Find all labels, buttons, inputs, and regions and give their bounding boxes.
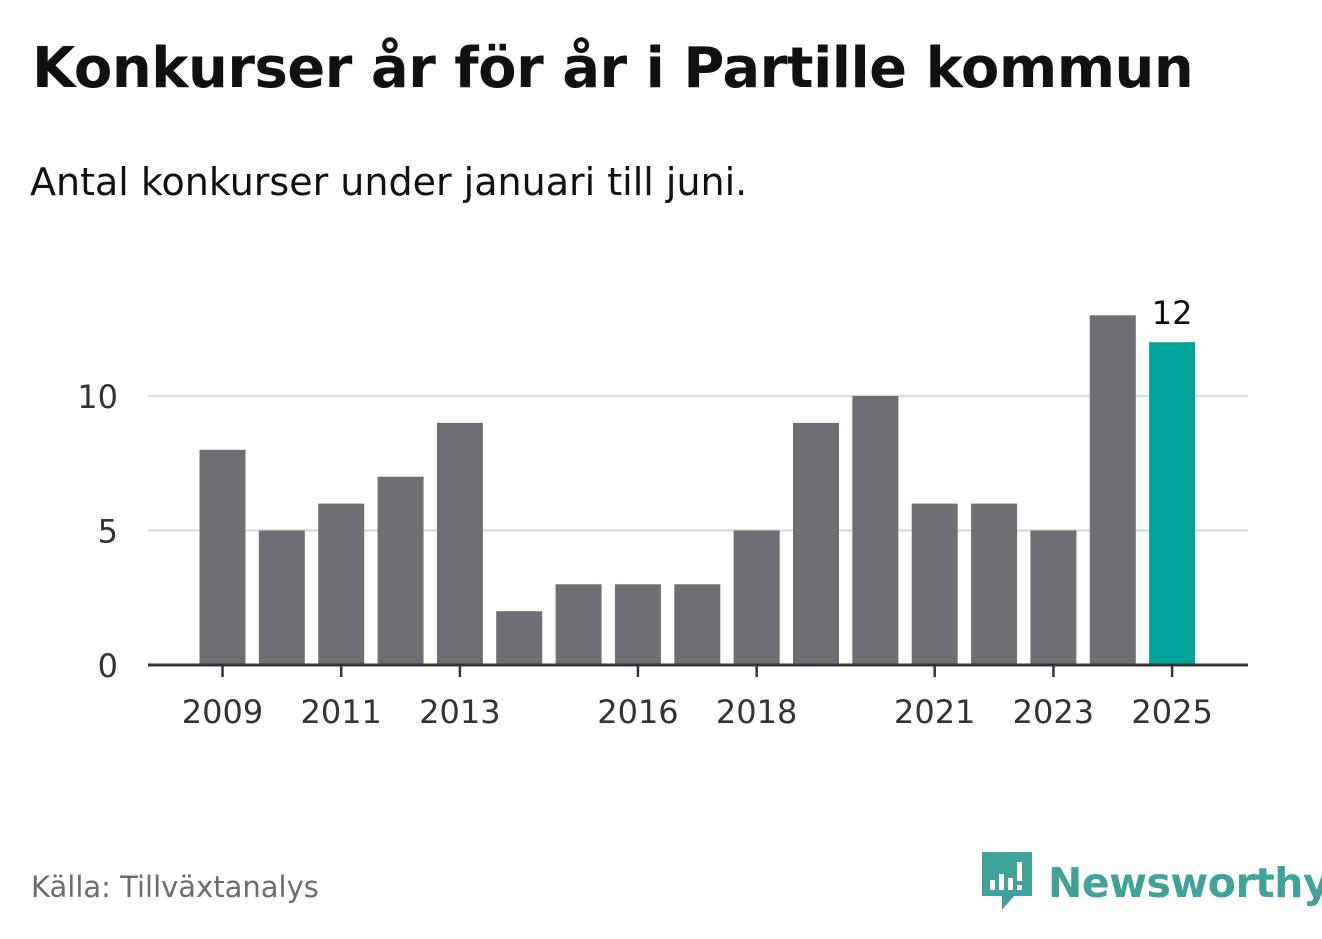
y-tick-label: 0 <box>98 647 118 685</box>
bar-2023 <box>1030 530 1077 665</box>
brand-name: Newsworthy <box>1048 859 1322 907</box>
newsworthy-logo-icon <box>980 850 1034 916</box>
brand-logo: Newsworthy <box>980 850 1322 916</box>
bar-2011 <box>318 503 365 665</box>
x-tick-label: 2023 <box>1013 693 1094 731</box>
y-tick-label: 10 <box>77 378 118 416</box>
x-tick-label: 2013 <box>419 693 500 731</box>
bar-2022 <box>971 503 1018 665</box>
bar-2019 <box>793 422 839 665</box>
chart-title: Konkurser år för år i Partille kommun <box>32 36 1194 101</box>
x-tick-label: 2009 <box>182 693 263 731</box>
x-tick-label: 2011 <box>300 693 381 731</box>
bar-2010 <box>258 530 305 665</box>
source-note: Källa: Tillväxtanalys <box>31 870 319 904</box>
bar-2018 <box>733 530 780 665</box>
x-tick-label: 2025 <box>1131 693 1212 731</box>
labels: 0 5 10 2009 2011 2013 2016 2018 2021 2023 2025 12 <box>77 294 1213 731</box>
bar-2015 <box>555 584 602 665</box>
bar-2009 <box>199 449 246 665</box>
bar-2012 <box>377 476 424 665</box>
axes <box>148 663 1248 677</box>
bar-2017 <box>674 584 721 665</box>
y-tick-label: 5 <box>98 513 118 551</box>
bar-chart: 0 5 10 2009 2011 2013 2016 2018 2021 2023 2025 12 <box>77 294 1248 731</box>
bars <box>199 315 1196 665</box>
bar-2016 <box>614 584 661 665</box>
bar-2025 <box>1149 342 1196 665</box>
bar-2013 <box>436 422 483 665</box>
bar-2020 <box>852 396 899 665</box>
bar-2014 <box>496 611 543 665</box>
data-label: 12 <box>1152 294 1193 332</box>
x-tick-label: 2018 <box>716 693 797 731</box>
bar-2024 <box>1089 315 1136 665</box>
chart-subtitle: Antal konkurser under januari till juni. <box>30 160 748 204</box>
x-tick-label: 2016 <box>597 693 678 731</box>
grid-lines <box>148 394 1248 532</box>
x-tick-label: 2021 <box>894 693 975 731</box>
bar-2021 <box>911 503 958 665</box>
